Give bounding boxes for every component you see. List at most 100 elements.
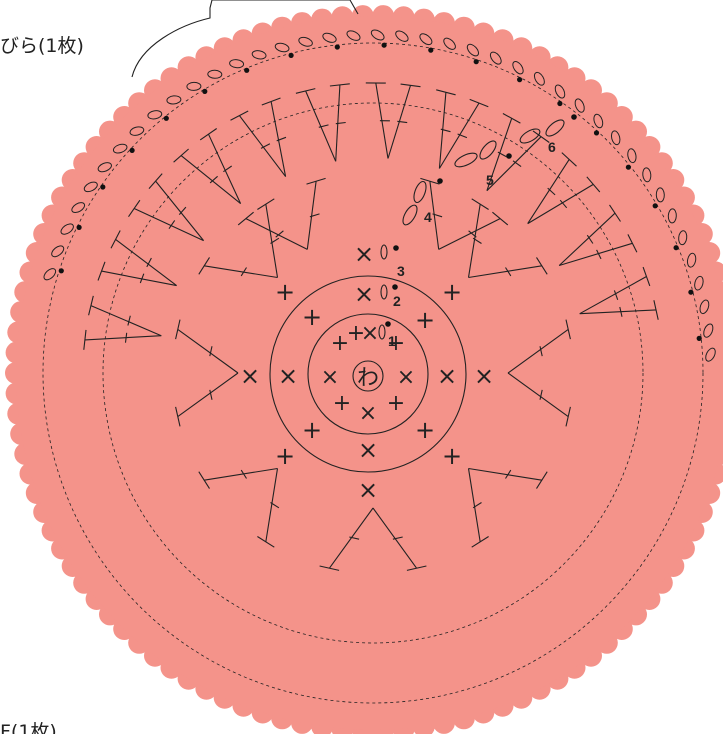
plus-stitch: +	[415, 416, 435, 444]
round-number-1: 1	[388, 333, 396, 349]
edge-dot	[593, 130, 600, 136]
plus-stitch: +	[333, 391, 351, 416]
stitch-stroke	[472, 502, 482, 509]
edge-chain	[112, 143, 128, 154]
edge-dot	[652, 203, 658, 209]
stitch-spikes	[83, 82, 659, 571]
stitch-stroke	[204, 467, 278, 481]
edge-dot	[58, 268, 64, 274]
plus-stitch: +	[415, 306, 435, 334]
round-1-circle	[307, 313, 429, 435]
stitch-stroke	[469, 98, 489, 108]
stitch-stroke	[173, 148, 189, 163]
sc-stitch: ×	[358, 476, 378, 504]
stitch-stroke	[208, 133, 242, 204]
stitch-stroke	[319, 565, 340, 571]
stitch-stroke	[245, 218, 308, 250]
stitch-stroke	[609, 204, 621, 222]
stitch-stroke	[265, 468, 279, 542]
stitch-stroke	[468, 265, 542, 279]
edge-chain	[533, 71, 545, 86]
stitch-stroke	[559, 199, 568, 209]
stitch-stroke	[507, 372, 569, 418]
stitch-stroke	[653, 300, 659, 320]
stitch-stroke	[586, 176, 601, 193]
stitch-stroke	[270, 502, 280, 509]
stitch-stroke	[539, 346, 543, 357]
edge-chain	[655, 187, 665, 203]
stitch-stroke	[349, 536, 360, 540]
stitch-stroke	[507, 328, 569, 374]
stitch-stroke	[472, 237, 482, 244]
stitch-stroke	[502, 113, 521, 124]
stitch-stroke	[306, 181, 317, 250]
edge-chain	[705, 347, 716, 362]
stitch-stroke	[429, 181, 440, 250]
stitch-stroke	[270, 101, 287, 177]
stitch-stroke	[558, 212, 616, 266]
stitch-stroke	[432, 213, 443, 218]
round-number-6: 6	[548, 139, 556, 155]
dashed-inner-circle	[102, 102, 644, 644]
edge-chain	[489, 51, 502, 65]
stitch-stroke	[276, 136, 287, 142]
edge-chain	[166, 95, 182, 105]
stitch-stroke	[148, 173, 163, 189]
stitch-stroke	[613, 290, 619, 300]
stitch-stroke	[128, 199, 141, 218]
stitch-stroke	[468, 467, 542, 481]
edge-dot	[334, 44, 340, 50]
sc-stitch: ×	[474, 362, 494, 390]
stitch-stroke	[209, 346, 213, 357]
stitch-stroke	[204, 265, 278, 279]
edge-chain	[443, 37, 456, 50]
plus-stitch: +	[302, 303, 322, 331]
stitch-stroke	[275, 230, 284, 238]
stitch-stroke	[88, 295, 94, 316]
sc-stitch: ×	[359, 401, 377, 426]
edge-chain	[610, 130, 621, 146]
stitch-stroke	[83, 329, 87, 350]
stitch-stroke	[579, 276, 647, 315]
stitch-stroke	[420, 177, 440, 185]
sc-stitch: ×	[437, 362, 457, 390]
stitch-stroke	[467, 468, 481, 542]
stitch-stroke	[260, 143, 271, 149]
edge-dot	[288, 52, 294, 59]
stitch-stroke	[230, 110, 249, 121]
stitch-stroke	[586, 234, 594, 244]
edge-chain	[60, 223, 74, 235]
bottom-label: F(1枚)	[0, 721, 57, 734]
stitch-stroke	[527, 159, 570, 224]
stitch-stroke	[486, 118, 513, 191]
magic-ring-label: わ	[357, 366, 379, 391]
round-number-2: 2	[393, 293, 401, 309]
edge-chain	[593, 113, 604, 129]
edge-dot	[244, 67, 250, 73]
stitch-stroke	[329, 83, 350, 87]
stitch-stroke	[471, 198, 489, 210]
stitch-stroke	[505, 267, 512, 277]
edge-chain	[370, 29, 385, 41]
edge-chain	[71, 202, 86, 214]
stitch-stroke	[175, 406, 181, 427]
plus-stitch: +	[302, 416, 322, 444]
round-1-stitches: × × × + + + + + ×	[321, 321, 415, 426]
stitch-stroke	[223, 165, 233, 173]
edge-chain	[43, 268, 57, 281]
stitch-stroke	[400, 83, 421, 88]
plus-stitch: +	[275, 278, 295, 306]
plus-stitch: +	[387, 391, 405, 416]
stitch-stroke	[627, 234, 638, 253]
edge-dot	[517, 77, 523, 83]
edge-dot	[100, 184, 106, 190]
sc-stitch: ×	[354, 280, 374, 308]
edge-dot	[625, 164, 632, 170]
petal-bracket	[131, 0, 359, 78]
edge-dot	[688, 289, 694, 295]
round-3-stitches: × × × × + + + +	[240, 240, 494, 504]
stitch-stroke	[97, 261, 106, 281]
stitch-stroke	[440, 128, 451, 133]
plus-stitch: +	[331, 331, 349, 356]
